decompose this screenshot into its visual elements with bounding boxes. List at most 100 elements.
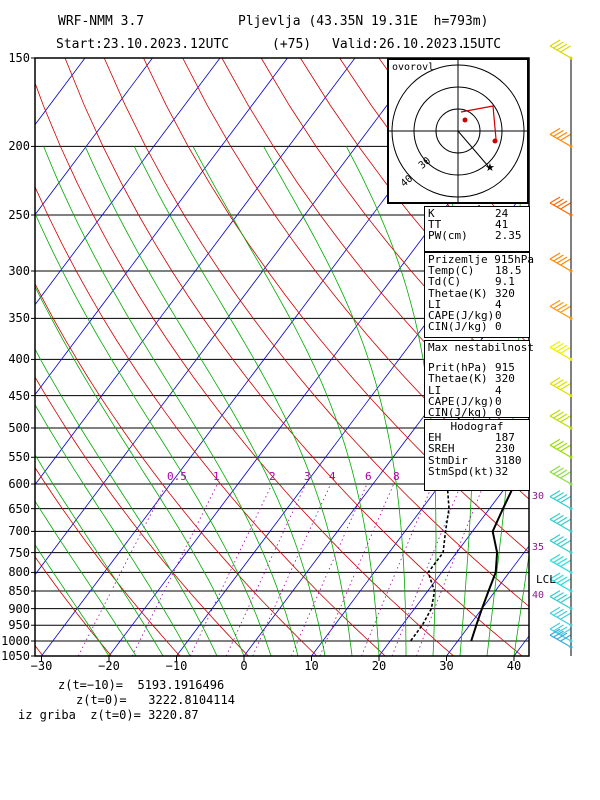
footer-line-1: z(t=−10)= 5193.1916496 — [58, 678, 225, 692]
hodograph-box-title: Hodograf — [450, 420, 504, 433]
wind-barb — [549, 606, 573, 627]
isotherm — [378, 455, 529, 656]
wind-barb — [549, 340, 573, 361]
moist-adiabat — [35, 500, 137, 656]
mixing-ratio-label: 8 — [393, 470, 400, 483]
wind-barb — [549, 377, 573, 398]
hodograph-panel: ★ ovorovl 30 40 — [387, 58, 529, 204]
storm-motion-star: ★ — [485, 161, 495, 174]
valid-date: Valid:26.10.2023. — [332, 37, 466, 52]
wind-barb — [549, 196, 573, 217]
pressure-tick-label: 450 — [8, 388, 30, 403]
moist-adiabat — [35, 348, 218, 656]
wind-barb — [549, 553, 573, 574]
moist-adiabat — [43, 146, 299, 656]
dry-adiabat — [221, 58, 529, 448]
moist-adiabat — [192, 146, 380, 656]
wind-barb — [549, 628, 573, 649]
unstable-row: LI 4 — [428, 383, 502, 397]
height-zero-grib: 3220.87 — [148, 708, 199, 722]
isotherm — [311, 365, 529, 656]
isotherm — [176, 185, 529, 656]
isotherm — [35, 58, 221, 306]
mixing-ratio-line — [252, 483, 332, 656]
isotherm — [582, 58, 600, 656]
lcl-label: LCL — [536, 573, 556, 586]
wind-barb — [549, 512, 573, 533]
unstable-row: CAPE(J/kg) 0 — [428, 394, 502, 408]
pressure-tick-label: 800 — [8, 565, 30, 580]
mixing-ratio-line — [391, 483, 462, 656]
temperature-tick-label: 30 — [439, 659, 454, 673]
valid-hour: 15UTC — [462, 37, 502, 52]
lead-time: (+75) — [272, 37, 312, 52]
pressure-tick-label: 200 — [8, 139, 30, 154]
wind-barb — [549, 490, 573, 511]
mixing-ratio-line — [291, 483, 368, 656]
right-mark-35: 35 — [532, 542, 545, 553]
mixing-ratio-line — [319, 483, 395, 656]
dry-adiabat — [35, 81, 454, 656]
hodo-row: EH 187 — [428, 431, 515, 445]
dry-adiabat — [35, 376, 249, 656]
pressure-tick-label: 950 — [8, 618, 30, 633]
hodo-row: StmSpd(kt) 32 — [428, 464, 509, 478]
temperature-tick-label: −20 — [98, 659, 120, 673]
dry-adiabat — [143, 58, 529, 553]
mixing-ratio-label: 0.5 — [167, 470, 187, 483]
isotherm — [35, 58, 288, 396]
moist-adiabat — [133, 146, 353, 656]
tt-index: 41 — [495, 218, 509, 232]
moist-adiabat — [346, 146, 437, 656]
mixing-ratio-line — [189, 483, 273, 656]
hodograph-box: Hodograf EH 187 SREH 230 StmDir 3180 StmSpd(kt… — [424, 419, 530, 491]
hodo-row: StmDir 3180 — [428, 453, 522, 467]
dry-adiabat — [260, 58, 529, 396]
pressure-tick-label: 150 — [8, 51, 30, 65]
pressure-tick-label: 700 — [8, 524, 30, 539]
pressure-tick-label: 600 — [8, 477, 30, 492]
storm-motion-vector — [457, 130, 489, 167]
wind-barb — [549, 465, 573, 486]
start-date: Start:23.10.2023. — [56, 37, 190, 52]
wind-barb — [549, 39, 573, 60]
instability-box: Max nestabilnost Prit(hPa) 915 Thetae(K) 32… — [424, 340, 534, 418]
temperature-tick-label: 0 — [240, 659, 248, 673]
pressure-tick-label: 1000 — [1, 634, 30, 648]
temperature-tick-label: −30 — [30, 659, 53, 673]
wind-barb — [549, 299, 573, 320]
isotherm — [35, 58, 423, 576]
indices-box: K 24 TT 41 PW(cm) 2.35 — [424, 206, 530, 252]
pressure-tick-label: 1050 — [1, 649, 30, 663]
isotherm — [35, 58, 153, 216]
pressure-tick-label: 250 — [8, 207, 30, 222]
station-name: Pljevlja (43.35N 19.31E h=793m) — [238, 14, 489, 29]
unstable-row: Thetae(K) 320 — [428, 372, 515, 386]
footer-line-3: iz griba z(t=0)= 3220.87 — [18, 708, 199, 722]
hodograph-start-point — [462, 117, 468, 123]
mixing-ratio-label: 6 — [365, 470, 372, 483]
height-minus10: 5193.1916496 — [137, 678, 225, 692]
dry-adiabat — [35, 186, 386, 656]
wind-barb — [549, 127, 573, 148]
surface-row: Temp(C) 18.5 — [428, 264, 522, 278]
wind-barb — [549, 409, 573, 430]
height-zero: 3222.8104114 — [148, 693, 235, 707]
dry-adiabat — [35, 556, 112, 656]
pressure-tick-label: 750 — [8, 545, 30, 560]
pressure-tick-label: 900 — [8, 601, 30, 616]
surface-row: Td(C) 9.1 — [428, 275, 515, 289]
pressure-tick-label: 300 — [8, 264, 30, 278]
hodograph-label: ovorovl — [392, 62, 435, 73]
pw-value: 2.35 — [495, 229, 522, 243]
model-name: WRF-NMM 3.7 — [58, 14, 145, 29]
isotherm — [35, 58, 356, 486]
wind-barb — [549, 534, 573, 555]
mixing-ratio-line — [361, 483, 434, 656]
moist-adiabat — [263, 146, 407, 656]
wind-barb — [549, 622, 573, 643]
wind-barb — [549, 572, 573, 593]
right-mark-40: 40 — [532, 590, 545, 601]
pressure-tick-label: 350 — [8, 311, 30, 326]
